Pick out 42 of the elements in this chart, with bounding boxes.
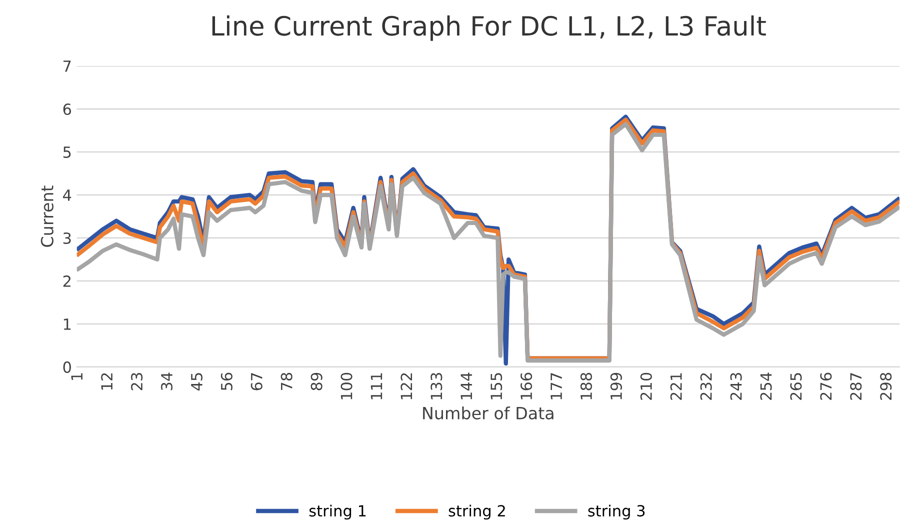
x-tick-label: 122 [400, 373, 412, 400]
y-tick-label: 0 [63, 361, 71, 373]
x-tick-label: 155 [490, 373, 502, 400]
x-tick-label: 210 [640, 372, 652, 400]
x-tick-label: 243 [730, 373, 742, 400]
x-tick-label: 144 [460, 372, 472, 400]
x-tick-label: 111 [370, 373, 382, 400]
x-tick-label: 56 [220, 372, 232, 390]
x-tick-label: 67 [250, 373, 262, 390]
y-tick-label: 4 [63, 190, 72, 201]
y-tick-label: 7 [64, 60, 71, 72]
x-tick-label: 12 [101, 373, 112, 390]
x-tick-label: 177 [550, 373, 562, 400]
legend-label: string 2 [448, 504, 505, 520]
x-tick-label: 232 [700, 373, 712, 400]
x-tick-label: 199 [610, 372, 622, 400]
legend-label: string 1 [309, 504, 366, 520]
x-tick-label: 276 [820, 372, 832, 400]
x-tick-label: 78 [280, 372, 292, 390]
x-tick-label: 100 [340, 372, 352, 400]
legend-label: string 3 [588, 504, 645, 520]
x-tick-label: 287 [850, 373, 862, 400]
x-tick-label: 34 [160, 372, 173, 390]
x-tick-label: 89 [310, 372, 322, 390]
chart-title: Line Current Graph For DC L1, L2, L3 Fault [212, 15, 766, 41]
x-tick-label: 166 [520, 372, 532, 400]
y-tick-label: 3 [63, 232, 71, 244]
y-tick-label: 1 [64, 318, 71, 330]
x-axis-title: Number of Data [423, 406, 554, 420]
y-tick-label: 2 [63, 275, 70, 287]
y-axis-title: Current [40, 186, 54, 247]
y-tick-label: 6 [63, 103, 72, 116]
x-tick-label: 188 [580, 372, 592, 400]
x-tick-label: 265 [790, 373, 802, 400]
x-tick-label: 221 [670, 373, 682, 400]
x-tick-label: 254 [760, 372, 772, 400]
x-tick-label: 133 [430, 373, 442, 400]
x-tick-label: 23 [131, 373, 143, 390]
x-tick-label: 298 [880, 372, 892, 400]
x-tick-label: 1 [71, 373, 82, 380]
y-tick-label: 5 [63, 146, 71, 158]
x-tick-label: 45 [191, 373, 202, 391]
